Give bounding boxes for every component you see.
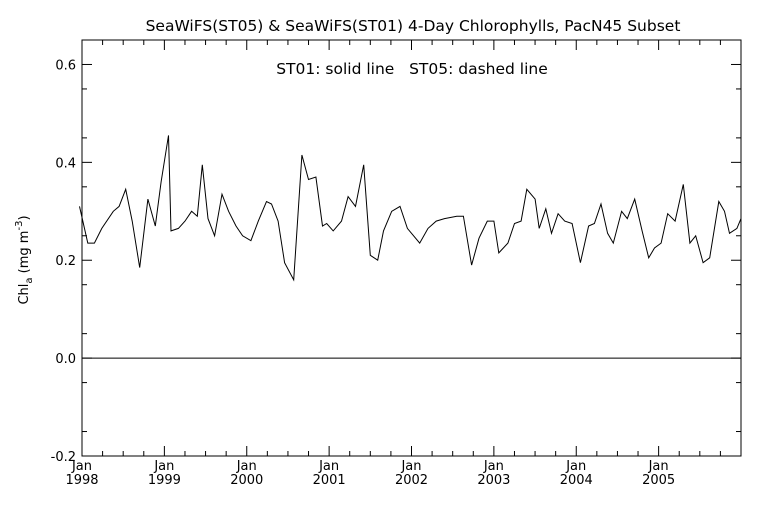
series-line-st01 [79, 135, 742, 282]
x-tick-year-label: 2003 [477, 473, 510, 488]
line-style-annotation: ST01: solid line ST05: dashed line [276, 60, 548, 78]
chart-lines [79, 135, 742, 359]
x-tick-year-label: 1998 [65, 473, 98, 488]
y-tick-label: 0.4 [55, 156, 76, 171]
y-axis-label-unit: (mg m [17, 231, 32, 278]
x-tick-year-label: 2004 [560, 473, 593, 488]
y-tick-label: 0.2 [55, 254, 76, 269]
x-tick-month-label: Jan [400, 459, 421, 474]
y-tick-label: -0.2 [51, 450, 76, 465]
x-tick-month-label: Jan [565, 459, 586, 474]
x-tick-month-label: Jan [153, 459, 174, 474]
x-tick-month-label: Jan [318, 459, 339, 474]
y-axis-label: Chla (mg m-3) [14, 215, 35, 304]
x-tick-month-label: Jan [648, 459, 669, 474]
x-tick-year-label: 1999 [148, 473, 181, 488]
x-tick-year-label: 2000 [230, 473, 263, 488]
y-axis-label-unit-exponent: -3 [14, 221, 25, 231]
axis-ticks: -0.20.00.20.40.6Jan1998Jan1999Jan2000Jan… [51, 39, 741, 488]
y-axis-label-sub: a [24, 277, 35, 283]
plot-frame [81, 39, 742, 457]
y-tick-label: 0.0 [55, 352, 76, 367]
x-tick-year-label: 2005 [642, 473, 675, 488]
chart-title: SeaWiFS(ST05) & SeaWiFS(ST01) 4-Day Chlo… [146, 17, 681, 35]
x-tick-month-label: Jan [71, 459, 92, 474]
y-axis-label-main: Chl [17, 284, 32, 305]
x-tick-month-label: Jan [236, 459, 257, 474]
x-tick-year-label: 2001 [313, 473, 346, 488]
y-tick-label: 0.6 [55, 58, 76, 73]
x-tick-month-label: Jan [483, 459, 504, 474]
y-axis-label-unit-close: ) [17, 215, 32, 220]
x-tick-year-label: 2002 [395, 473, 428, 488]
